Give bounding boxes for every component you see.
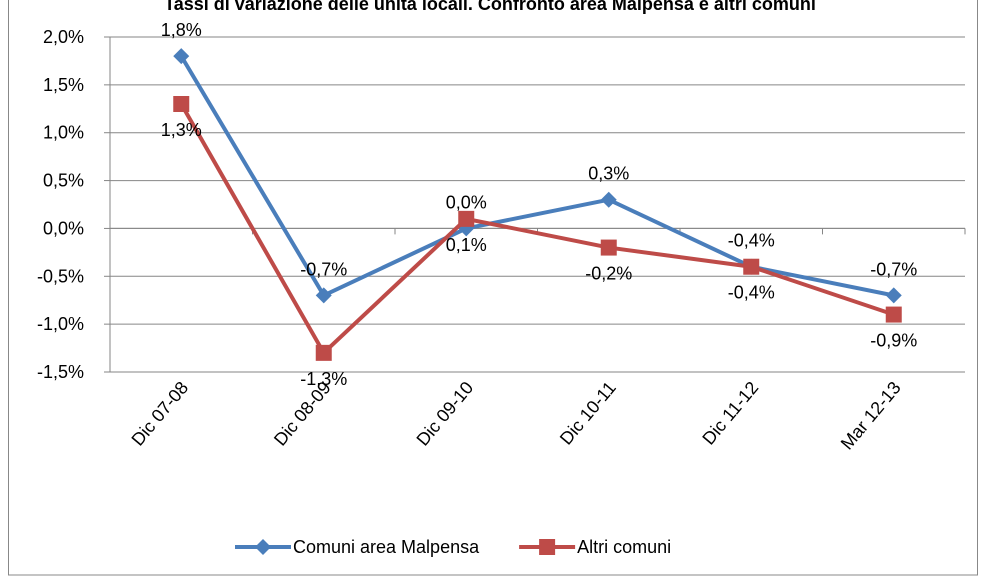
y-tick-label: -0,5% (37, 266, 84, 286)
data-label: -0,4% (728, 231, 775, 251)
data-label: 1,3% (161, 120, 202, 140)
data-label: -0,4% (728, 283, 775, 303)
marker (600, 191, 617, 208)
x-tick-label: Mar 12-13 (837, 378, 905, 454)
data-label: 0,1% (446, 235, 487, 255)
marker (173, 48, 190, 65)
marker (600, 239, 617, 256)
series-line (179, 103, 895, 357)
marker (315, 344, 332, 361)
data-label: -1,3% (300, 369, 347, 389)
data-label: -0,9% (870, 331, 917, 351)
y-tick-label: -1,5% (37, 362, 84, 382)
x-tick-label: Dic 10-11 (556, 378, 620, 449)
y-tick-label: 2,0% (43, 27, 84, 47)
legend-label: Comuni area Malpensa (293, 537, 480, 557)
data-label: -0,7% (300, 259, 347, 279)
marker (885, 287, 902, 304)
y-tick-label: 1,0% (43, 123, 84, 143)
chart-frame (8, 0, 978, 576)
marker (458, 210, 475, 227)
marker (315, 287, 332, 304)
legend-marker (539, 539, 556, 555)
marker (885, 306, 902, 323)
y-tick-label: 0,5% (43, 171, 84, 191)
marker (173, 96, 190, 112)
x-tick-label: Dic 11-12 (698, 378, 762, 449)
chart-title: Tassi di variazione delle unità locali. … (164, 0, 816, 14)
data-label: 1,8% (161, 20, 202, 40)
y-tick-label: 1,5% (43, 75, 84, 95)
legend-marker (255, 539, 271, 555)
data-label: -0,7% (870, 259, 917, 279)
data-label: -0,2% (585, 264, 632, 284)
y-tick-label: 0,0% (43, 218, 84, 238)
data-label: 0,0% (446, 192, 487, 212)
legend-label: Altri comuni (577, 537, 671, 557)
data-label: 0,3% (588, 164, 629, 184)
series-line (179, 55, 895, 299)
marker (743, 258, 760, 275)
x-tick-label: Dic 09-10 (412, 378, 477, 450)
y-tick-label: -1,0% (37, 314, 84, 334)
x-tick-label: Dic 07-08 (127, 378, 192, 450)
